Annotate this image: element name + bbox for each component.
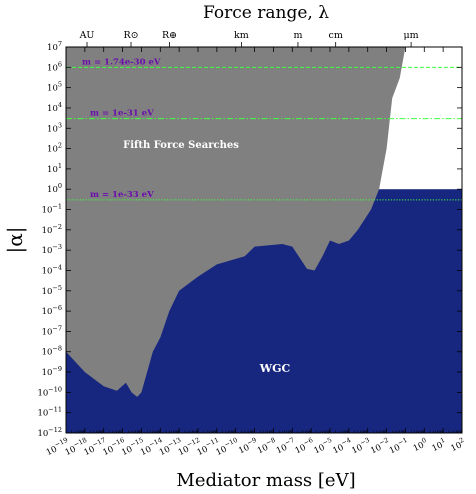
y-ticks: 10−12 10−11 10−10 10−9 10−8 10−7 10−6 10−5 10−4 1…: [37, 40, 462, 439]
top-tick-label: AU: [79, 30, 95, 41]
y-tick-label: 10−5: [42, 284, 62, 297]
top-ticks: AU R⊙ R⊕ km m cm μm: [79, 30, 419, 47]
top-tick-label: μm: [404, 30, 419, 41]
x-tick-label: 100: [411, 436, 430, 454]
fifth-force-region: [66, 47, 406, 397]
y-tick-label: 10−9: [42, 365, 62, 378]
x-tick-label: 10−3: [349, 436, 373, 456]
plot-frame: [65, 46, 463, 434]
regions: Fifth Force Searches WGC: [66, 47, 462, 433]
y-tick-label: 10−7: [42, 324, 62, 337]
y-tick-label: 10−3: [42, 243, 62, 256]
x-tick-label: 10−9: [236, 436, 260, 456]
wgc-label: WGC: [259, 362, 291, 375]
fifth-force-label: Fifth Force Searches: [123, 140, 239, 151]
y-tick-label: 103: [47, 121, 62, 134]
x-tick-label: 102: [448, 436, 467, 454]
benchmark-label: m = 1.74e-30 eV: [82, 57, 161, 67]
y-axis-label: |α|: [3, 227, 28, 254]
benchmark-lines: m = 1.74e-30 eV m = 1e-31 eV m = 1e-33 eV: [66, 57, 462, 201]
y-tick-label: 10−2: [42, 223, 62, 236]
top-tick-label: m: [293, 30, 302, 41]
y-tick-label: 10−12: [37, 426, 62, 439]
labels: Force range, λ Mediator mass [eV] |α|: [3, 3, 356, 491]
y-tick-label: 10−6: [42, 304, 62, 317]
x-tick-label: 10−7: [274, 436, 298, 456]
x-ticks: 10−1910−1810−1710−1610−1510−1410−1310−12…: [45, 47, 467, 458]
top-tick-label: cm: [329, 30, 343, 41]
y-tick-label: 10−4: [42, 263, 62, 276]
benchmark-label: m = 1e-33 eV: [90, 190, 154, 200]
y-tick-label: 10−1: [42, 203, 62, 216]
y-tick-label: 106: [47, 60, 62, 73]
y-tick-label: 107: [47, 40, 62, 53]
x-tick-label: 10−6: [292, 436, 316, 456]
x-tick-label: 10−4: [330, 436, 354, 456]
y-tick-label: 10−10: [37, 385, 62, 398]
y-tick-label: 105: [47, 81, 62, 94]
top-tick-label: R⊙: [123, 30, 138, 41]
x-tick-label: 10−8: [255, 436, 279, 456]
top-tick-label: R⊕: [162, 30, 177, 41]
y-tick-label: 101: [47, 162, 62, 175]
x-tick-label: 101: [429, 436, 448, 454]
y-tick-label: 104: [47, 101, 62, 114]
chart-title: Force range, λ: [203, 3, 329, 23]
y-tick-label: 100: [47, 182, 62, 195]
x-tick-label: 10−2: [368, 436, 392, 456]
benchmark-label: m = 1e-31 eV: [90, 109, 154, 119]
x-tick-label: 10−5: [311, 436, 335, 456]
x-tick-label: 10−11: [194, 436, 222, 458]
x-tick-label: 10−1: [387, 436, 411, 456]
y-tick-label: 10−11: [37, 406, 62, 419]
top-tick-label: km: [234, 30, 249, 41]
y-tick-label: 10−8: [42, 345, 62, 358]
x-axis-label: Mediator mass [eV]: [176, 470, 355, 491]
y-tick-label: 102: [47, 142, 62, 155]
